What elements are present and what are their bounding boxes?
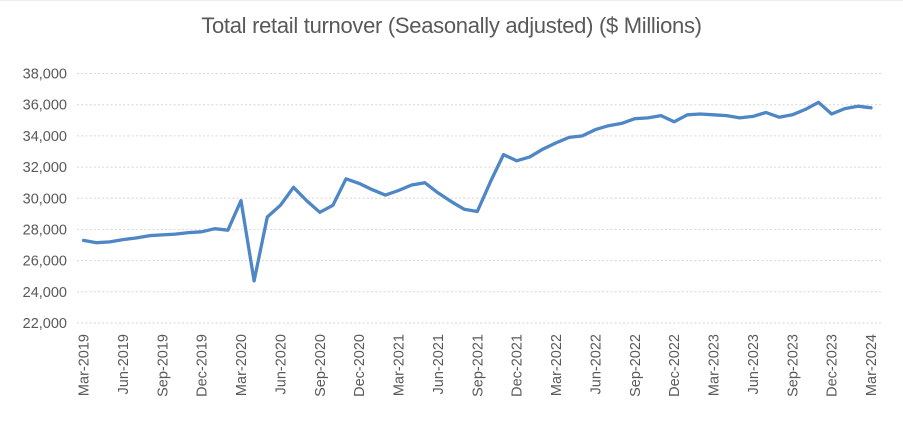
x-axis-label: Jun-2019 — [116, 334, 132, 394]
chart-title: Total retail turnover (Seasonally adjust… — [201, 13, 702, 38]
x-axis-label: Jun-2021 — [431, 334, 447, 394]
x-axis-label: Mar-2023 — [707, 334, 723, 396]
x-axis-label: Sep-2020 — [313, 334, 329, 397]
x-axis-label: Mar-2019 — [77, 334, 93, 396]
data-line-total-retail-turnover — [81, 100, 873, 283]
y-axis-label: 38,000 — [23, 67, 67, 83]
x-axis-label: Sep-2021 — [470, 334, 486, 397]
x-axis-label: Jun-2020 — [273, 334, 289, 394]
y-axis-label: 36,000 — [23, 98, 67, 114]
x-axis-label: Mar-2021 — [392, 334, 408, 396]
y-axis-label: 30,000 — [23, 191, 67, 207]
x-axis-label: Dec-2023 — [825, 334, 841, 397]
x-axis-label: Dec-2022 — [667, 334, 683, 397]
x-axis-label: Jun-2022 — [588, 334, 604, 394]
x-axis-label: Dec-2020 — [352, 334, 368, 397]
x-axis-label: Dec-2019 — [195, 334, 211, 397]
x-axis-label: Sep-2019 — [155, 334, 171, 397]
x-axis-label: Mar-2020 — [234, 334, 250, 396]
x-axis-label: Sep-2023 — [785, 334, 801, 397]
x-axis-label: Mar-2024 — [864, 334, 880, 396]
y-axis-label: 34,000 — [23, 129, 67, 145]
x-axis-label: Sep-2022 — [628, 334, 644, 397]
y-axis-label: 28,000 — [23, 222, 67, 238]
y-axis-label: 32,000 — [23, 160, 67, 176]
y-axis-label: 22,000 — [23, 316, 67, 332]
y-axis-label: 26,000 — [23, 254, 67, 270]
x-axis-label: Mar-2022 — [549, 334, 565, 396]
y-axis-label: 24,000 — [23, 285, 67, 301]
x-axis-label: Dec-2021 — [510, 334, 526, 397]
x-axis-label: Jun-2023 — [746, 334, 762, 394]
